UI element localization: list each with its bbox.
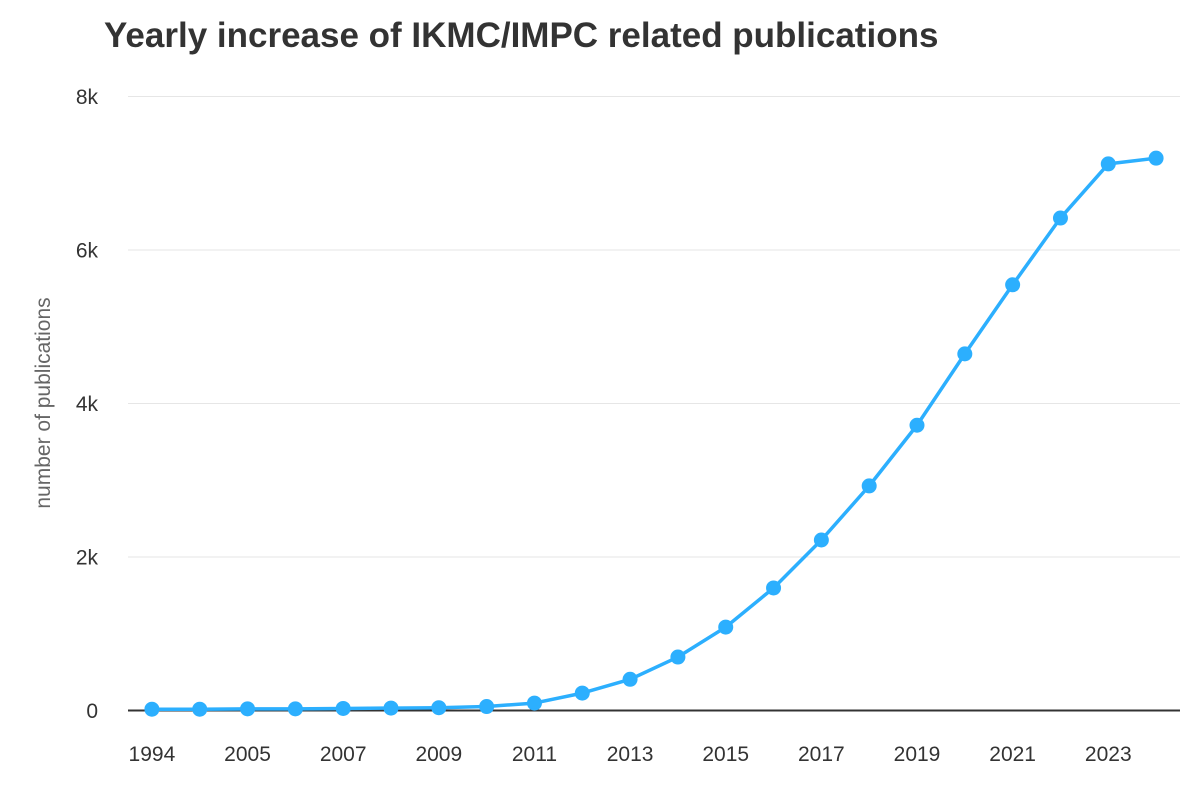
x-tick-label: 2011 (512, 743, 557, 766)
data-point-1994[interactable] (144, 701, 160, 717)
x-tick-label: 2009 (415, 743, 462, 766)
data-point-2010[interactable] (479, 699, 495, 715)
data-point-2012[interactable] (574, 685, 590, 701)
data-point-2018[interactable] (861, 478, 877, 494)
y-tick-label: 8k (76, 86, 99, 109)
data-point-2005[interactable] (240, 701, 256, 717)
data-point-2020[interactable] (957, 346, 973, 362)
y-tick-label: 6k (76, 240, 99, 263)
x-tick-label: 2013 (607, 743, 654, 766)
data-point-2015[interactable] (718, 619, 734, 635)
data-point-2023[interactable] (1100, 156, 1116, 172)
data-point-2016[interactable] (766, 580, 782, 596)
x-tick-label: 1994 (129, 743, 176, 766)
x-tick-label: 2019 (894, 743, 941, 766)
data-point-2022[interactable] (1052, 210, 1068, 226)
y-tick-label: 2k (76, 547, 99, 570)
data-point-2006[interactable] (287, 701, 303, 717)
series-line (151, 156, 1157, 711)
y-tick-label: 4k (76, 393, 99, 416)
x-tick-label: 2021 (989, 743, 1036, 766)
chart-title: Yearly increase of IKMC/IMPC related pub… (104, 16, 939, 55)
data-point-2017[interactable] (813, 532, 829, 548)
x-tick-label: 2007 (320, 743, 367, 766)
x-tick-label: 2005 (224, 743, 271, 766)
y-tick-label: 0 (86, 700, 98, 723)
data-point-2024[interactable] (1148, 150, 1164, 166)
data-point-2021[interactable] (1005, 277, 1021, 293)
data-point-2007[interactable] (335, 700, 351, 716)
x-tick-label: 2015 (702, 743, 749, 766)
data-point-2019[interactable] (909, 417, 925, 433)
data-point-2008[interactable] (383, 700, 399, 716)
x-tick-label: 2017 (798, 743, 845, 766)
data-point-2014[interactable] (670, 649, 686, 665)
data-point-2004[interactable] (192, 701, 208, 717)
y-axis-label: number of publications (32, 297, 55, 508)
data-point-2013[interactable] (622, 671, 638, 687)
data-point-2011[interactable] (526, 695, 542, 711)
x-tick-label: 2023 (1085, 743, 1132, 766)
data-point-2009[interactable] (431, 700, 447, 716)
